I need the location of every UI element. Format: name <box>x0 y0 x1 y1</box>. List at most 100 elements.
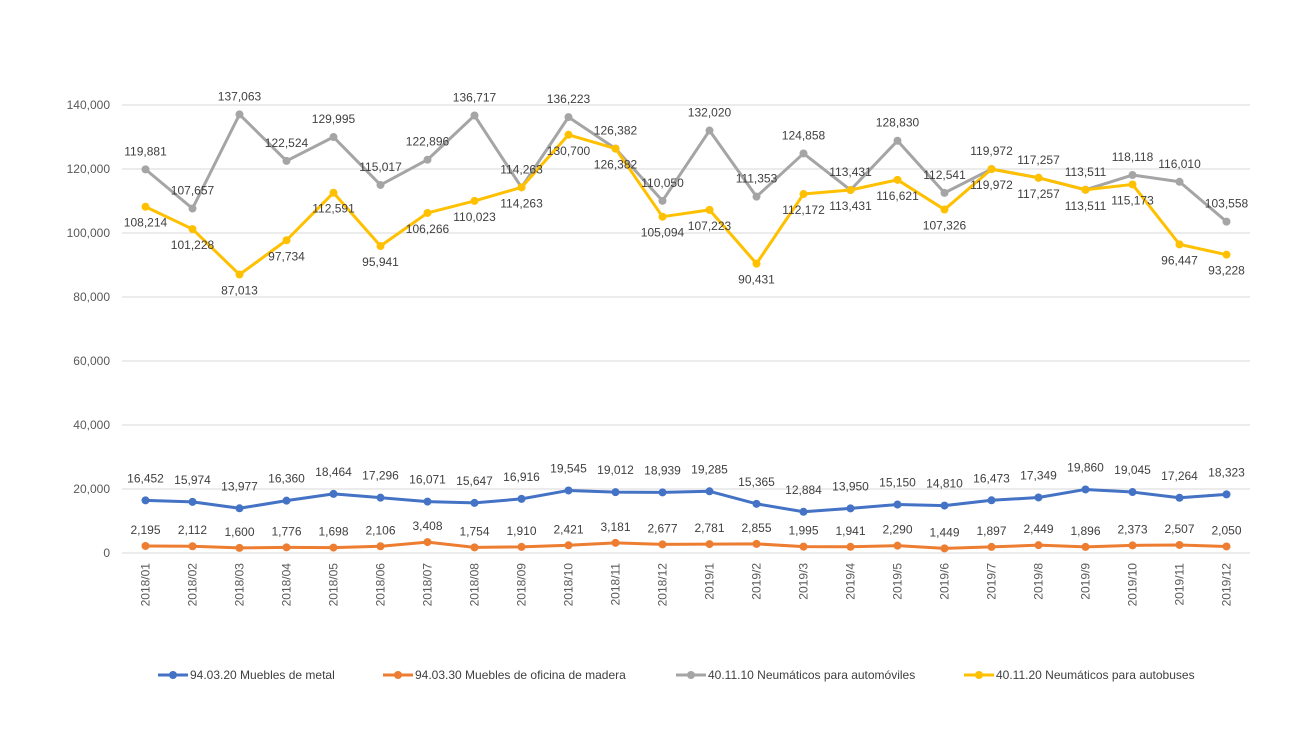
data-label: 126,382 <box>594 158 638 172</box>
data-label: 90,431 <box>738 273 775 287</box>
data-label: 1,698 <box>318 525 348 539</box>
data-label: 17,264 <box>1161 469 1198 483</box>
series-line <box>144 487 1228 514</box>
legend: 94.03.20 Muebles de metal 94.03.30 Mueble… <box>158 668 1195 682</box>
data-label: 1,754 <box>459 524 489 538</box>
data-point <box>329 133 338 142</box>
legend-label: 94.03.20 Muebles de metal <box>190 668 335 682</box>
data-label: 17,349 <box>1020 468 1057 482</box>
data-point <box>564 130 573 139</box>
x-tick-label: 2019/10 <box>1126 563 1140 607</box>
data-point <box>423 538 432 547</box>
data-label: 1,897 <box>976 524 1006 538</box>
data-label: 119,972 <box>970 144 1013 158</box>
data-point <box>235 504 244 513</box>
data-label: 107,326 <box>923 219 967 233</box>
data-point <box>329 188 338 197</box>
data-point <box>282 496 291 505</box>
y-tick-label: 100,000 <box>67 226 111 240</box>
data-label: 136,223 <box>547 92 591 106</box>
data-point <box>799 190 808 199</box>
data-point <box>1081 185 1090 194</box>
data-label: 1,910 <box>506 524 536 538</box>
data-label: 18,939 <box>644 463 681 477</box>
x-tick-label: 2018/03 <box>233 563 247 607</box>
data-label: 18,323 <box>1208 465 1245 479</box>
data-point <box>470 543 479 552</box>
data-point <box>517 494 526 503</box>
data-point <box>1222 250 1231 259</box>
legend-label: 40.11.10 Neumáticos para automóviles <box>708 668 915 682</box>
data-label: 16,452 <box>127 471 164 485</box>
data-label: 2,781 <box>694 521 724 535</box>
data-point <box>564 113 573 122</box>
data-label: 115,017 <box>359 160 402 174</box>
data-point <box>658 196 667 205</box>
data-point <box>940 205 949 214</box>
data-point <box>611 144 620 153</box>
data-point <box>893 175 902 184</box>
data-label: 105,094 <box>641 226 685 240</box>
legend-label: 94.03.30 Muebles de oficina de madera <box>415 668 626 682</box>
data-label: 14,810 <box>926 477 963 491</box>
data-point <box>658 540 667 549</box>
data-point <box>141 165 150 174</box>
data-point <box>893 500 902 509</box>
data-label: 132,020 <box>688 106 732 120</box>
data-point <box>1034 541 1043 550</box>
data-point <box>705 540 714 549</box>
data-label: 2,677 <box>647 521 677 535</box>
data-label: 3,408 <box>412 519 442 533</box>
data-label: 18,464 <box>315 465 352 479</box>
data-label: 128,830 <box>876 116 920 130</box>
data-label: 87,013 <box>221 284 258 298</box>
x-tick-label: 2018/10 <box>562 563 576 607</box>
data-point <box>188 542 197 551</box>
data-point <box>940 501 949 510</box>
data-labels: 16,452 15,974 13,977 16,360 18,464 17,296 16,0… <box>124 89 1249 539</box>
data-point <box>517 183 526 192</box>
data-point <box>1128 488 1137 497</box>
y-tick-label: 120,000 <box>67 162 111 176</box>
data-point <box>564 541 573 550</box>
data-point <box>564 486 573 495</box>
data-label: 2,855 <box>741 521 771 535</box>
data-point <box>752 499 761 508</box>
data-point <box>1081 485 1090 494</box>
data-point <box>752 539 761 548</box>
data-label: 116,621 <box>876 189 919 203</box>
data-point <box>846 542 855 551</box>
data-label: 122,896 <box>406 135 450 149</box>
data-label: 15,365 <box>738 475 775 489</box>
data-point <box>1175 540 1184 549</box>
data-label: 112,172 <box>782 203 825 217</box>
data-label: 130,700 <box>547 144 591 158</box>
x-tick-label: 2018/09 <box>515 563 529 607</box>
data-point <box>470 196 479 205</box>
data-label: 2,449 <box>1023 522 1053 536</box>
data-point <box>376 493 385 502</box>
series-lines <box>141 110 1231 553</box>
x-tick-label: 2018/08 <box>468 563 482 607</box>
data-label: 19,545 <box>550 461 587 475</box>
data-label: 15,150 <box>879 476 916 490</box>
x-tick-label: 2019/3 <box>797 563 811 600</box>
data-label: 136,717 <box>453 91 497 105</box>
data-point <box>1128 171 1137 180</box>
x-tick-label: 2018/12 <box>656 563 670 607</box>
data-point <box>1081 542 1090 551</box>
data-point <box>423 497 432 506</box>
data-point <box>987 542 996 551</box>
legend-label: 40.11.20 Neumáticos para autobuses <box>996 668 1195 682</box>
data-point <box>1175 493 1184 502</box>
data-label: 2,106 <box>365 523 395 537</box>
data-label: 2,050 <box>1211 523 1241 537</box>
data-point <box>705 126 714 135</box>
data-label: 112,591 <box>312 202 355 216</box>
data-point <box>987 165 996 174</box>
data-label: 116,010 <box>1158 157 1201 171</box>
data-label: 19,012 <box>597 463 634 477</box>
data-label: 13,950 <box>832 479 869 493</box>
data-point <box>752 259 761 268</box>
